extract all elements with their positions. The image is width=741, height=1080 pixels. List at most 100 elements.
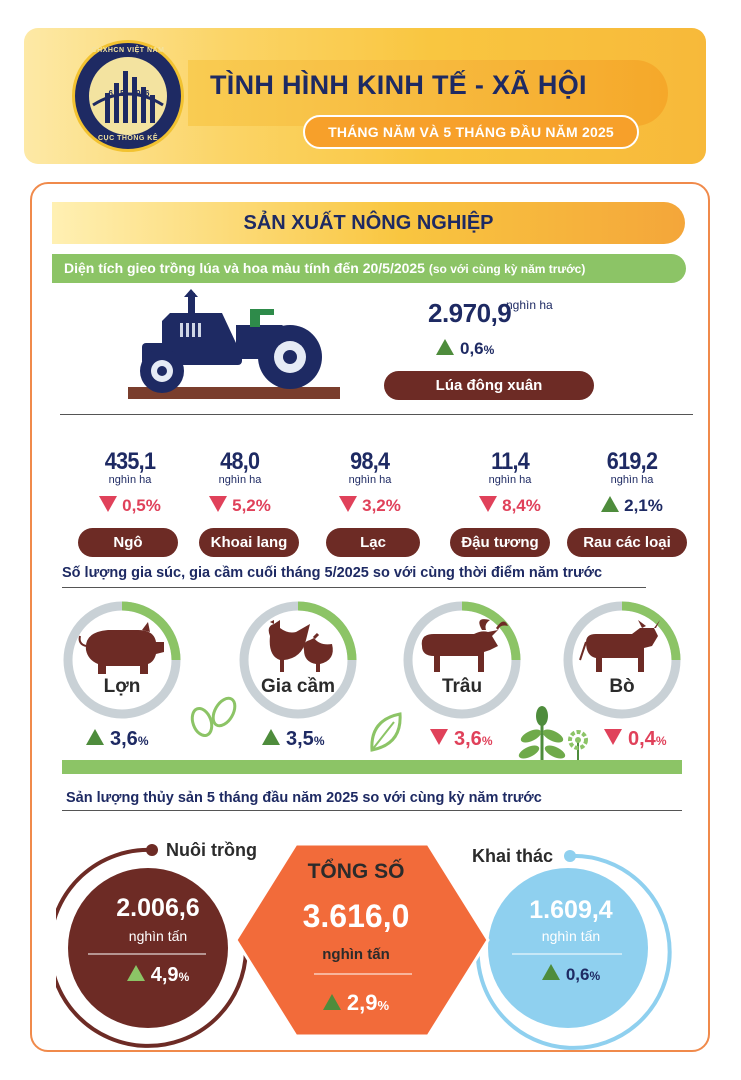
- down-arrow-icon: [339, 496, 358, 512]
- aquaculture-unit: nghìn tấn: [128, 928, 188, 944]
- divider: [62, 810, 682, 811]
- crop-unit: nghìn ha: [348, 474, 392, 486]
- page-title: TÌNH HÌNH KINH TẾ - XÃ HỘI: [210, 70, 587, 100]
- livestock-label: Gia cầm: [261, 676, 335, 697]
- livestock-label: Bò: [609, 676, 635, 697]
- aquaculture-change-value: 4,9: [150, 964, 179, 986]
- poultry-icon: [256, 618, 257, 619]
- leaves-icon: [190, 696, 237, 738]
- aquaculture-change-unit: %: [178, 970, 190, 984]
- buffalo-icon: [420, 618, 421, 619]
- crop-item: 11,4 nghìn ha 8,4%: [450, 448, 570, 516]
- content-frame: [30, 182, 710, 1052]
- livestock-ring: [63, 601, 181, 719]
- crop-change: 5,2%: [180, 496, 300, 516]
- crop-change-value: 2,1%: [624, 496, 663, 515]
- up-arrow-icon: [322, 994, 341, 1010]
- livestock-change-unit: %: [481, 734, 493, 748]
- page-subtitle: THÁNG NĂM VÀ 5 THÁNG ĐẦU NĂM 2025: [303, 115, 639, 149]
- crop-value: 435,1: [104, 448, 156, 475]
- livestock-ring: [563, 601, 681, 719]
- livestock-change-unit: %: [313, 734, 325, 748]
- crop-item: 48,0 nghìn ha 5,2%: [180, 448, 300, 516]
- crop-value: 619,2: [606, 448, 658, 475]
- crop-item: 98,4 nghìn ha 3,2%: [310, 448, 430, 516]
- crop-label: Lạc: [326, 528, 420, 557]
- crop-unit: nghìn ha: [108, 474, 152, 486]
- crop-label: Khoai lang: [199, 528, 299, 557]
- section-title: SẢN XUẤT NÔNG NGHIỆP: [52, 202, 685, 244]
- crop-item: 435,1 nghìn ha 0,5%: [70, 448, 190, 516]
- livestock-label: Lợn: [103, 676, 141, 697]
- capture-change: 0,6%: [496, 964, 646, 985]
- total-change-unit: %: [377, 998, 390, 1013]
- crop-change-value: 0,5%: [122, 496, 161, 515]
- down-arrow-icon: [430, 729, 448, 745]
- crop-value: 48,0: [220, 448, 260, 475]
- cow-icon: [580, 618, 581, 619]
- seal-top-text: CHXHCN VIỆT NAM: [91, 47, 165, 54]
- fishery-graphic: [56, 842, 672, 1050]
- livestock-change-value: 3,6: [454, 728, 482, 750]
- crop-change: 8,4%: [450, 496, 570, 516]
- crop-label: Đậu tương: [450, 528, 550, 557]
- capture-value: 1.609,4: [529, 896, 613, 924]
- planting-heading-note: (so với cùng kỳ năm trước): [428, 262, 586, 276]
- crop-change: 2,1%: [572, 496, 692, 516]
- aquaculture-label: Nuôi trồng: [166, 840, 257, 860]
- total-unit: nghìn tấn: [322, 946, 390, 963]
- crop-unit: nghìn ha: [610, 474, 654, 486]
- statistics-office-seal-icon: CHXHCN VIỆT NAM 6 - 5 - 1946 CỤC THỐNG K…: [72, 40, 184, 152]
- livestock-change: 3,6%: [86, 728, 148, 751]
- down-arrow-icon: [479, 496, 498, 512]
- fishery-heading: Sản lượng thủy sản 5 tháng đầu năm 2025 …: [66, 790, 542, 806]
- grass-ground: [62, 760, 682, 774]
- livestock-change-unit: %: [655, 734, 667, 748]
- down-arrow-icon: [604, 729, 622, 745]
- crop-change-value: 8,4%: [502, 496, 541, 515]
- up-arrow-icon: [126, 965, 145, 981]
- total-change-value: 2,9: [346, 990, 378, 1015]
- capture-change-unit: %: [589, 969, 601, 983]
- leaf-icon: [370, 712, 402, 752]
- livestock-change-value: 3,6: [110, 728, 138, 750]
- up-arrow-icon: [541, 964, 560, 980]
- crop-label: Ngô: [78, 528, 178, 557]
- aquaculture-value: 2.006,6: [116, 894, 200, 922]
- up-arrow-icon: [436, 339, 454, 355]
- crop-item: 619,2 nghìn ha 2,1%: [572, 448, 692, 516]
- rice-change: 0,6%: [436, 339, 494, 359]
- crop-unit: nghìn ha: [488, 474, 532, 486]
- plants-icon: [518, 706, 588, 766]
- total-label: TỔNG SỐ: [307, 860, 405, 883]
- livestock-change: 0,4%: [604, 728, 666, 751]
- livestock-change-value: 3,5: [286, 728, 314, 750]
- seal-bottom-text: CỤC THỐNG KÊ: [97, 135, 159, 142]
- livestock-ring: [403, 601, 521, 719]
- rice-area-unit: nghìn ha: [506, 298, 553, 312]
- livestock-change: 3,6%: [430, 728, 492, 751]
- capture-change-value: 0,6: [565, 965, 590, 984]
- crop-change: 0,5%: [70, 496, 190, 516]
- up-arrow-icon: [86, 729, 104, 745]
- crop-value: 11,4: [491, 448, 530, 475]
- crop-value: 98,4: [350, 448, 390, 475]
- tractor-icon: [128, 289, 340, 399]
- crop-change: 3,2%: [310, 496, 430, 516]
- livestock-label: Trâu: [441, 676, 483, 697]
- crop-change-value: 3,2%: [362, 496, 401, 515]
- up-arrow-icon: [262, 729, 280, 745]
- total-value: 3.616,0: [302, 898, 410, 934]
- pig-icon: [80, 618, 81, 619]
- livestock-change-unit: %: [137, 734, 149, 748]
- seal-year-text: 6 - 5 - 1946: [108, 89, 150, 98]
- planting-heading: Diện tích gieo trồng lúa và hoa màu tính…: [52, 254, 686, 283]
- divider: [60, 414, 693, 415]
- rice-change-value: 0,6: [460, 339, 484, 358]
- crop-change-value: 5,2%: [232, 496, 271, 515]
- capture-unit: nghìn tấn: [541, 928, 601, 944]
- up-arrow-icon: [601, 496, 620, 512]
- divider: [62, 587, 646, 588]
- capture-label: Khai thác: [472, 846, 554, 866]
- livestock-heading: Số lượng gia súc, gia cầm cuối tháng 5/2…: [62, 565, 603, 581]
